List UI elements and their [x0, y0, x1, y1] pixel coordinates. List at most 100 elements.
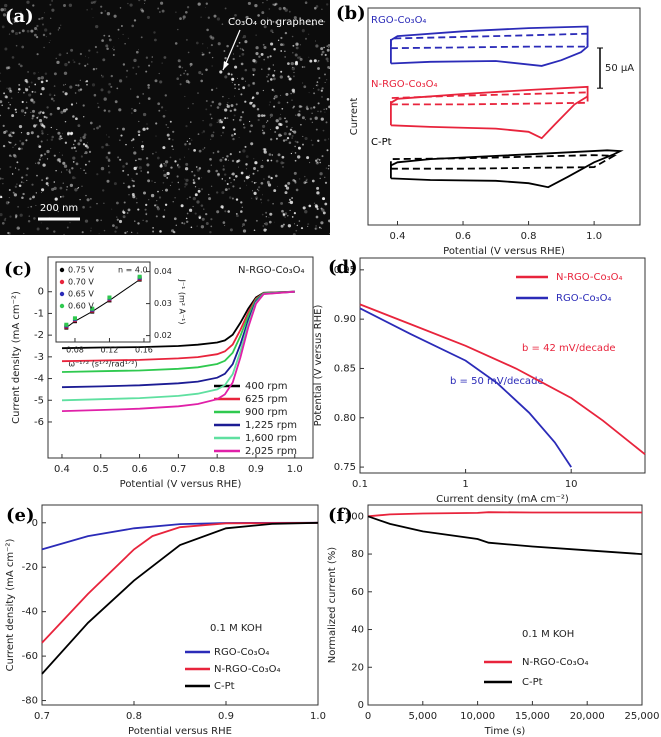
speckle: [232, 57, 235, 61]
speckle: [112, 53, 115, 57]
speckle: [261, 213, 264, 216]
speckle: [38, 158, 41, 161]
speckle: [311, 22, 315, 26]
speckle: [114, 230, 117, 233]
speckle: [291, 126, 293, 128]
speckle: [118, 38, 119, 40]
speckle: [291, 99, 293, 101]
speckle: [210, 185, 213, 187]
speckle: [262, 131, 266, 135]
speckle: [185, 162, 189, 166]
speckle: [145, 203, 148, 207]
speckle: [293, 171, 297, 175]
speckle: [229, 109, 233, 113]
speckle: [192, 181, 196, 185]
speckle: [290, 61, 294, 66]
speckle: [285, 186, 290, 190]
speckle: [227, 72, 231, 76]
speckle: [311, 179, 315, 183]
speckle: [186, 6, 190, 9]
speckle: [13, 20, 16, 24]
speckle: [136, 95, 139, 99]
speckle: [282, 223, 285, 226]
speckle: [88, 57, 90, 59]
x-axis-label: ω⁻¹ᐟ² (s¹ᐟ²/rad¹ᐟ²): [68, 360, 137, 369]
speckle: [70, 103, 74, 106]
speckle: [285, 92, 289, 96]
speckle: [186, 198, 188, 200]
speckle: [86, 63, 89, 65]
speckle: [28, 215, 30, 217]
speckle: [270, 78, 273, 81]
speckle: [37, 71, 39, 73]
speckle: [35, 162, 37, 164]
speckle: [221, 191, 225, 195]
speckle: [119, 7, 122, 9]
speckle: [141, 148, 144, 151]
speckle: [32, 195, 36, 199]
speckle: [82, 104, 85, 107]
speckle: [161, 62, 163, 64]
speckle: [127, 174, 129, 176]
speckle: [1, 25, 5, 29]
speckle: [252, 190, 253, 192]
speckle: [108, 82, 112, 86]
speckle: [243, 126, 246, 129]
speckle: [36, 135, 40, 138]
speckle: [65, 108, 68, 111]
speckle: [95, 67, 98, 70]
speckle: [306, 105, 309, 108]
speckle: [230, 104, 234, 107]
speckle: [91, 8, 93, 10]
speckle: [227, 102, 229, 103]
panel-label: (b): [336, 3, 366, 24]
speckle: [73, 146, 76, 150]
speckle: [45, 177, 48, 180]
speckle: [242, 34, 247, 39]
speckle: [30, 29, 34, 33]
speckle: [273, 189, 277, 193]
speckle: [172, 148, 174, 150]
speckle: [280, 224, 284, 228]
speckle: [154, 181, 156, 183]
speckle: [96, 51, 99, 54]
speckle: [194, 186, 197, 188]
speckle: [43, 115, 46, 119]
speckle: [42, 17, 44, 18]
speckle: [118, 108, 122, 112]
speckle: [60, 24, 62, 26]
speckle: [231, 134, 234, 137]
speckle: [101, 145, 104, 149]
speckle: [5, 201, 10, 205]
speckle: [233, 108, 237, 112]
speckle: [321, 8, 323, 10]
speckle: [315, 159, 318, 162]
speckle: [27, 206, 29, 209]
speckle: [240, 62, 244, 66]
speckle: [263, 228, 267, 232]
speckle: [260, 52, 264, 56]
speckle: [83, 133, 87, 137]
speckle: [72, 143, 75, 146]
speckle: [6, 87, 8, 90]
x-tick-label: 0.7: [34, 711, 50, 722]
x-axis-label: Potential versus RHE: [128, 726, 232, 737]
x-tick-label: 25,000: [625, 711, 660, 722]
speckle: [7, 201, 10, 204]
speckle: [118, 219, 123, 224]
speckle: [0, 114, 1, 117]
speckle: [122, 209, 124, 211]
speckle: [263, 25, 267, 29]
speckle: [233, 114, 236, 117]
speckle: [141, 9, 145, 13]
speckle: [131, 24, 134, 28]
y-axis-label: Potential (V versus RHE): [313, 305, 324, 427]
speckle: [329, 232, 331, 235]
speckle: [21, 141, 25, 145]
speckle: [156, 205, 159, 209]
series-line: [61, 290, 295, 350]
speckle: [291, 216, 294, 218]
speckle: [227, 210, 230, 213]
speckle: [108, 35, 111, 38]
speckle: [208, 193, 210, 196]
